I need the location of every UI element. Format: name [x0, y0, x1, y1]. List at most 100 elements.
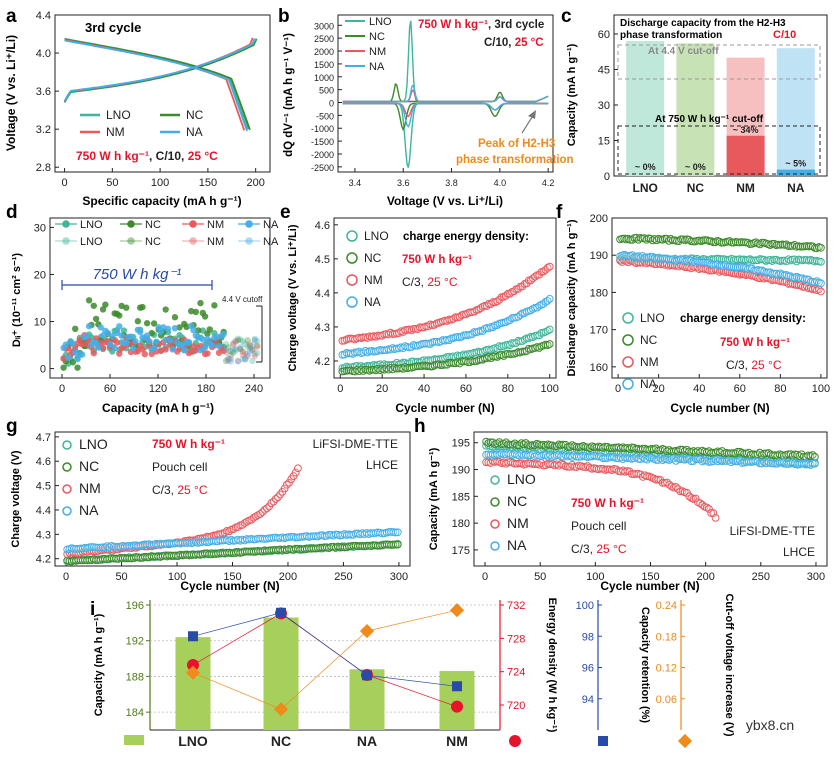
bar-cutoff-na [776, 169, 815, 176]
note-h-temp: 25 °C [596, 542, 626, 556]
y-tick-label: 4.2 [36, 554, 51, 566]
y-tick-label: 20 [34, 269, 46, 281]
bar-total-na [776, 48, 815, 176]
y-tick-label: 4.3 [36, 529, 51, 541]
point-d-na [197, 347, 204, 354]
legend-label-lno: LNO [106, 108, 131, 122]
point-d-na [95, 344, 102, 351]
x-tick-label: 0 [615, 383, 621, 395]
x-tick-label: 240 [245, 383, 263, 395]
note-b-rate: C/10, [484, 37, 515, 49]
x-tick-label: 0 [337, 383, 343, 395]
point-d-na [85, 323, 93, 330]
y-tick-label: 1000 [314, 73, 334, 83]
x-tick-label: 20 [653, 383, 665, 395]
y-tick-label: 4.3 [315, 322, 330, 334]
point-d-na [150, 344, 158, 352]
point-d-cutoff-nc [244, 337, 251, 344]
point-d-nc [162, 306, 169, 313]
point-d-nm [99, 344, 107, 352]
point-d-na [74, 355, 81, 363]
point-i-retention-nc [276, 607, 286, 618]
bar-pct-nm: ~ 34% [733, 125, 759, 135]
point-f-na [664, 255, 673, 264]
point-d-nc [171, 314, 179, 321]
ylabel-e: Charge voltage (V vs. Li⁺/Li) [287, 224, 299, 371]
charge-dqdv-na [342, 84, 549, 103]
point-h-nc [810, 453, 819, 461]
axis-ticks-f: 0 20 40 60 80 100 160 170 180 190 200 [590, 213, 830, 395]
point-d-cutoff-nc [239, 348, 246, 355]
point-d-cutoff-nm [239, 351, 246, 359]
point-d-na [153, 338, 160, 345]
point-d-na [220, 331, 227, 338]
tick-label-i-cap: 188 [126, 671, 144, 683]
ylabel-f: Discharge capacity (mA h g⁻¹) [566, 219, 578, 376]
point-d-nm [113, 339, 121, 346]
y-tick-label: 15 [598, 135, 610, 147]
y-tick-label: 3.2 [36, 124, 51, 136]
legend-label-lno: LNO [640, 311, 665, 325]
legend-label-na: NA [369, 61, 385, 73]
x-tick-label: 0 [61, 177, 67, 189]
point-f-na [731, 263, 740, 272]
bar-pct-nc: ~ 0% [685, 162, 706, 172]
y-tick-label: 4.0 [36, 48, 51, 60]
point-d-nc [201, 313, 209, 320]
legend-label-d-nm: NM [207, 219, 224, 231]
panel-letter-e: e [280, 202, 291, 223]
point-d-cutoff-lno [251, 350, 258, 358]
tick-label-i-cut: 0.06 [656, 694, 677, 706]
point-d-cutoff-nm [244, 352, 251, 360]
label-c-low: At 750 W h kg⁻¹ cut-off [655, 114, 764, 125]
tick-label-i-ret: 98 [582, 631, 594, 643]
point-d-nc [92, 315, 100, 323]
x-tick-label: 300 [807, 571, 825, 583]
legend-i-bar [124, 735, 144, 745]
point-g-nc [393, 540, 402, 549]
bar-i-lno [175, 637, 211, 730]
plot-frame-e [333, 217, 557, 379]
point-d-nm [162, 346, 169, 353]
point-d-cutoff-na [242, 356, 249, 363]
y-tick-label: -1000 [311, 124, 334, 134]
ylabel-i-retention: Capacity retention (%) [639, 607, 651, 723]
x-tick-label: 50 [115, 571, 127, 583]
x-tick-label: 180 [197, 383, 215, 395]
legend-marker-d-lno [62, 237, 70, 245]
tick-label-i-ret: 100 [576, 600, 594, 612]
y-tick-label: 175 [452, 545, 470, 557]
note-g-cond: C/3, 25 °C [152, 483, 208, 497]
legend-label-na: NA [364, 295, 381, 309]
legend-label-lno: LNO [507, 471, 536, 487]
plot-frame-b [337, 14, 554, 173]
y-tick-label: 2000 [314, 47, 334, 57]
point-d-nc [60, 364, 67, 371]
point-d-cutoff-nm [237, 345, 244, 353]
panel-b: b 3.4 3.6 3.8 4.0 4.2 -2500 -2000 -1500 -1000 -50… [278, 6, 574, 208]
point-d-na [178, 342, 186, 349]
note-g-cell: Pouch cell [152, 460, 207, 474]
legend-label-na: NA [507, 537, 527, 553]
point-d-cutoff-nc [249, 346, 256, 353]
y-tick-label: 1500 [314, 60, 334, 70]
point-d-nc [99, 306, 107, 313]
legend-label-nc: NC [369, 31, 385, 43]
point-d-cutoff-nm [246, 341, 254, 348]
point-d-nc [143, 320, 151, 327]
point-d-cutoff-na [237, 343, 244, 351]
x-tick-label: 3.8 [445, 178, 458, 188]
y-tick-label: 180 [452, 518, 470, 530]
point-d-cutoff-nm [232, 338, 239, 345]
x-label-nm: NM [736, 181, 755, 195]
box-c-high [617, 44, 821, 80]
plot-frame-d [49, 217, 271, 379]
point-d-na [109, 333, 116, 340]
legend-marker-lno [346, 230, 358, 242]
xlabel-d: Capacity (mA h g⁻¹) [102, 401, 214, 415]
point-d-cutoff-nc [222, 357, 230, 365]
point-d-cutoff-na [227, 358, 234, 365]
tick-label-i-energy: 720 [507, 700, 525, 712]
point-d-nc [192, 308, 200, 316]
y-tick-label: 4.6 [315, 220, 330, 232]
